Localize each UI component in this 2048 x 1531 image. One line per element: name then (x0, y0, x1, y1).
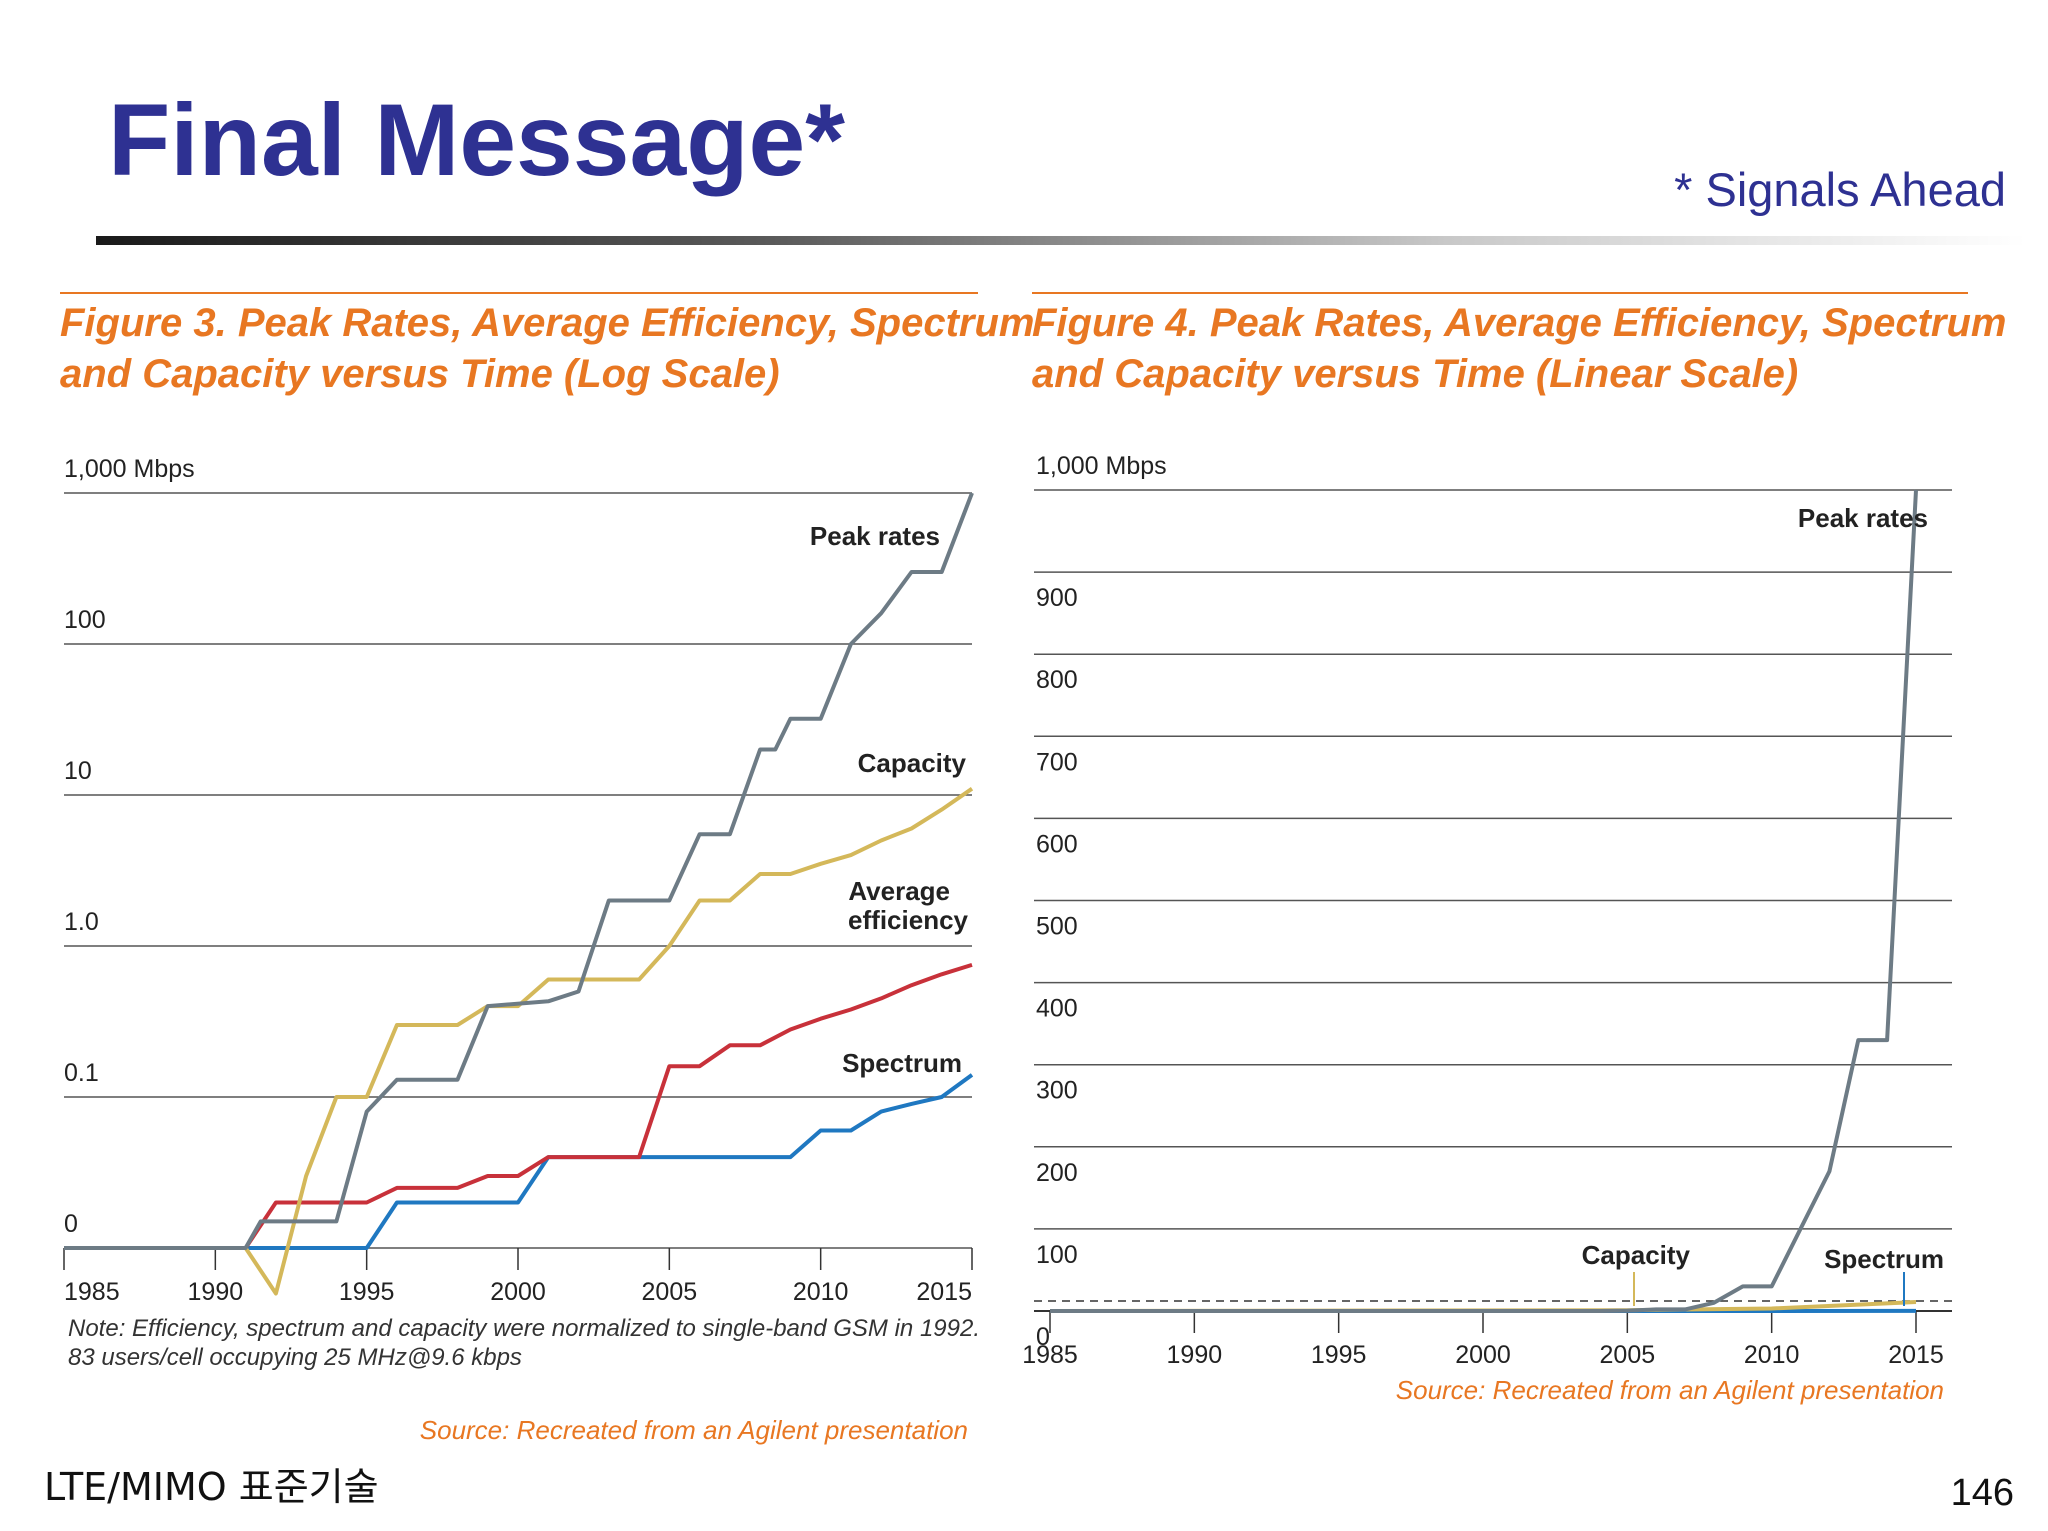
fig4-label-capacity: Capacity (1582, 1240, 1691, 1270)
fig3-chart: 1,000 Mbps 100 10 1.0 0.1 0 1985 1990 1995 2000 20… (63, 455, 974, 1306)
fig4-x-tick-label: 1985 (1022, 1341, 1078, 1369)
fig4-y-tick-label: 200 (1036, 1159, 1078, 1187)
fig4-x-tick-label: 2010 (1744, 1341, 1800, 1369)
fig4-y-tick-label: 900 (1036, 584, 1078, 612)
fig4-label-peak-rates: Peak rates (1798, 503, 1928, 533)
fig3-source: Source: Recreated from an Agilent presen… (419, 1415, 968, 1445)
fig3-y-tick-label: 1,000 Mbps (64, 455, 195, 483)
fig4-y-tick-label: 0 (1036, 1323, 1050, 1351)
footer-course-label: LTE/MIMO 표준기술 (44, 1465, 379, 1509)
fig4-chart: 1,000 Mbps900800700600500400300200100019… (1022, 452, 1952, 1369)
fig4-series-peak-rates (1050, 489, 1918, 1313)
fig4-y-tick-label: 100 (1036, 1241, 1078, 1269)
fig3-x-tick-label: 2000 (490, 1278, 546, 1306)
fig3-label-peak-rates: Peak rates (810, 521, 940, 551)
fig4-x-tick-label: 1995 (1311, 1341, 1367, 1369)
fig4-top-rule (1032, 292, 1968, 294)
fig4-y-tick-label: 500 (1036, 913, 1078, 941)
fig4-x-tick-label: 2015 (1888, 1341, 1944, 1369)
fig4-title-line1: Figure 4. Peak Rates, Average Efficiency… (1032, 301, 2007, 345)
fig3-x-tick-label: 1995 (339, 1278, 395, 1306)
page-number: 146 (1950, 1472, 2014, 1514)
fig4-x-tick-label: 1990 (1167, 1341, 1223, 1369)
fig3-y-tick-label: 10 (64, 757, 92, 785)
fig3-label-average-efficiency: Average efficiency (848, 876, 968, 935)
fig4-x-tick-label: 2005 (1600, 1341, 1656, 1369)
fig3-series-spectrum (64, 1073, 974, 1250)
fig3-x-tick-label: 2015 (916, 1278, 972, 1306)
fig3-y-tick-label: 100 (64, 606, 106, 634)
fig3-title-line2: and Capacity versus Time (Log Scale) (60, 352, 780, 396)
fig3-top-rule (60, 292, 978, 294)
fig3-x-tick-label: 2005 (642, 1278, 698, 1306)
fig4-title: Figure 4. Peak Rates, Average Efficiency… (1032, 298, 2007, 400)
fig3-title-line1: Figure 3. Peak Rates, Average Efficiency… (60, 301, 1035, 345)
fig4-y-tick-label: 700 (1036, 748, 1078, 776)
fig3-x-tick-label: 1985 (64, 1278, 120, 1306)
slide-subtitle: * Signals Ahead (1674, 163, 2006, 216)
fig4-label-spectrum: Spectrum (1824, 1244, 1944, 1274)
fig4-title-line2: and Capacity versus Time (Linear Scale) (1032, 352, 1799, 396)
fig4-y-tick-label: 800 (1036, 666, 1078, 694)
title-divider (96, 236, 2026, 245)
fig3-x-tick-label: 2010 (793, 1278, 849, 1306)
fig4-x-tick-label: 2000 (1455, 1341, 1511, 1369)
fig3-series-peak-rates (64, 492, 974, 1250)
fig3-y-tick-label: 0 (64, 1210, 78, 1238)
fig4-y-tick-label: 400 (1036, 995, 1078, 1023)
fig4-y-tick-label: 600 (1036, 830, 1078, 858)
fig3-label-capacity: Capacity (858, 748, 967, 778)
fig3-note: Note: Efficiency, spectrum and capacity … (68, 1315, 980, 1371)
fig4-y-tick-label: 300 (1036, 1077, 1078, 1105)
page-title: Final Message* (108, 83, 845, 197)
fig3-x-tick-label: 1990 (188, 1278, 244, 1306)
fig3-y-tick-label: 1.0 (64, 908, 99, 936)
fig3-y-tick-label: 0.1 (64, 1059, 99, 1087)
fig4-source: Source: Recreated from an Agilent presen… (1395, 1375, 1944, 1405)
fig3-label-spectrum: Spectrum (842, 1048, 962, 1078)
fig4-y-tick-label: 1,000 Mbps (1036, 452, 1167, 480)
fig3-series-capacity (64, 787, 974, 1296)
fig3-title: Figure 3. Peak Rates, Average Efficiency… (60, 298, 1035, 400)
